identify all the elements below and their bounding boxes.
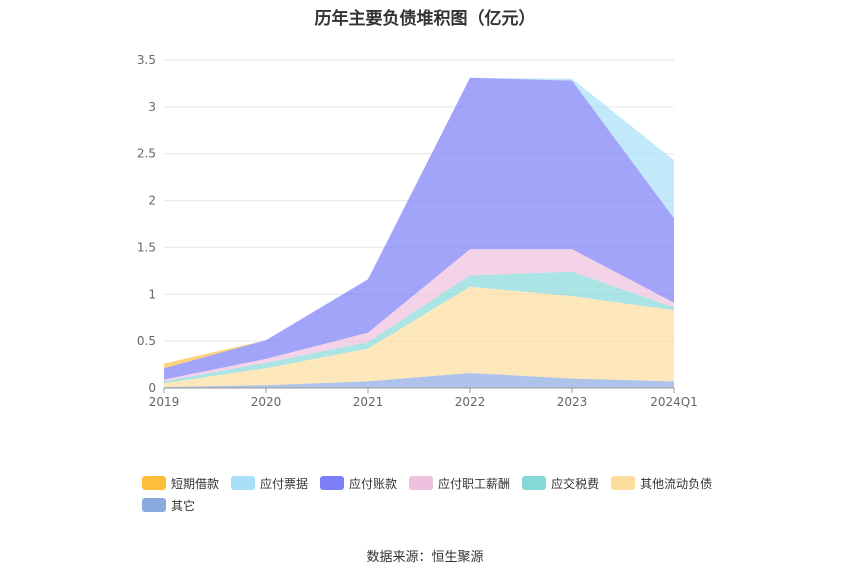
legend-item[interactable]: 应付职工薪酬 bbox=[409, 472, 510, 494]
x-tick-label: 2021 bbox=[353, 395, 384, 409]
legend-item[interactable]: 应付票据 bbox=[231, 472, 308, 494]
stacked-area-chart: 0 0.5 1 1.5 2 2.5 3 3.5 2019 2020 2021 2022 2023 2024… bbox=[137, 53, 698, 409]
area-series-其他流动负债 bbox=[164, 286, 674, 388]
y-tick-label: 0 bbox=[148, 381, 156, 395]
legend-item[interactable]: 应付账款 bbox=[320, 472, 397, 494]
axes: 0 0.5 1 1.5 2 2.5 3 3.5 2019 2020 2021 2022 2023 2024… bbox=[137, 53, 698, 409]
data-source: 数据来源：恒生聚源 bbox=[366, 550, 484, 565]
area-series-应付账款 bbox=[164, 77, 674, 380]
y-tick-label: 0.5 bbox=[137, 334, 156, 348]
legend-swatch bbox=[231, 476, 256, 490]
y-tick-label: 3.5 bbox=[137, 53, 156, 67]
x-tick-label: 2020 bbox=[251, 395, 282, 409]
legend-label: 应交税费 bbox=[551, 476, 600, 491]
legend-item[interactable]: 短期借款 bbox=[142, 472, 219, 494]
y-tick-label: 3 bbox=[148, 100, 156, 114]
y-tick-label: 1 bbox=[148, 287, 156, 301]
legend-swatch bbox=[611, 476, 636, 490]
area-series bbox=[164, 77, 674, 388]
legend: 短期借款 应付票据 应付账款 应付职工薪酬 应交税费 其他流动负债其它 bbox=[142, 472, 742, 516]
chart-title: 历年主要负债堆积图（亿元） bbox=[314, 9, 536, 29]
x-tick-label: 2019 bbox=[149, 395, 180, 409]
legend-item[interactable]: 其他流动负债 bbox=[611, 472, 712, 494]
legend-swatch bbox=[522, 476, 547, 490]
area-series-其它 bbox=[164, 373, 674, 388]
x-tick-label: 2024Q1 bbox=[650, 395, 698, 409]
legend-item[interactable]: 其它 bbox=[142, 494, 195, 516]
legend-label: 短期借款 bbox=[171, 476, 220, 491]
legend-label: 应付票据 bbox=[260, 476, 309, 491]
legend-swatch bbox=[320, 476, 345, 490]
legend-label: 其他流动负债 bbox=[640, 476, 713, 491]
legend-label: 其它 bbox=[171, 498, 196, 513]
legend-swatch bbox=[142, 498, 166, 512]
x-tick-label: 2023 bbox=[557, 395, 588, 409]
legend-swatch bbox=[409, 476, 434, 490]
legend-swatch bbox=[142, 476, 166, 490]
x-tick-label: 2022 bbox=[455, 395, 486, 409]
legend-label: 应付职工薪酬 bbox=[438, 476, 511, 491]
y-tick-label: 2 bbox=[148, 194, 156, 208]
legend-label: 应付账款 bbox=[349, 476, 398, 491]
y-tick-label: 1.5 bbox=[137, 240, 156, 254]
legend-item[interactable]: 应交税费 bbox=[522, 472, 599, 494]
y-tick-label: 2.5 bbox=[137, 147, 156, 161]
area-series-应交税费 bbox=[164, 271, 674, 384]
